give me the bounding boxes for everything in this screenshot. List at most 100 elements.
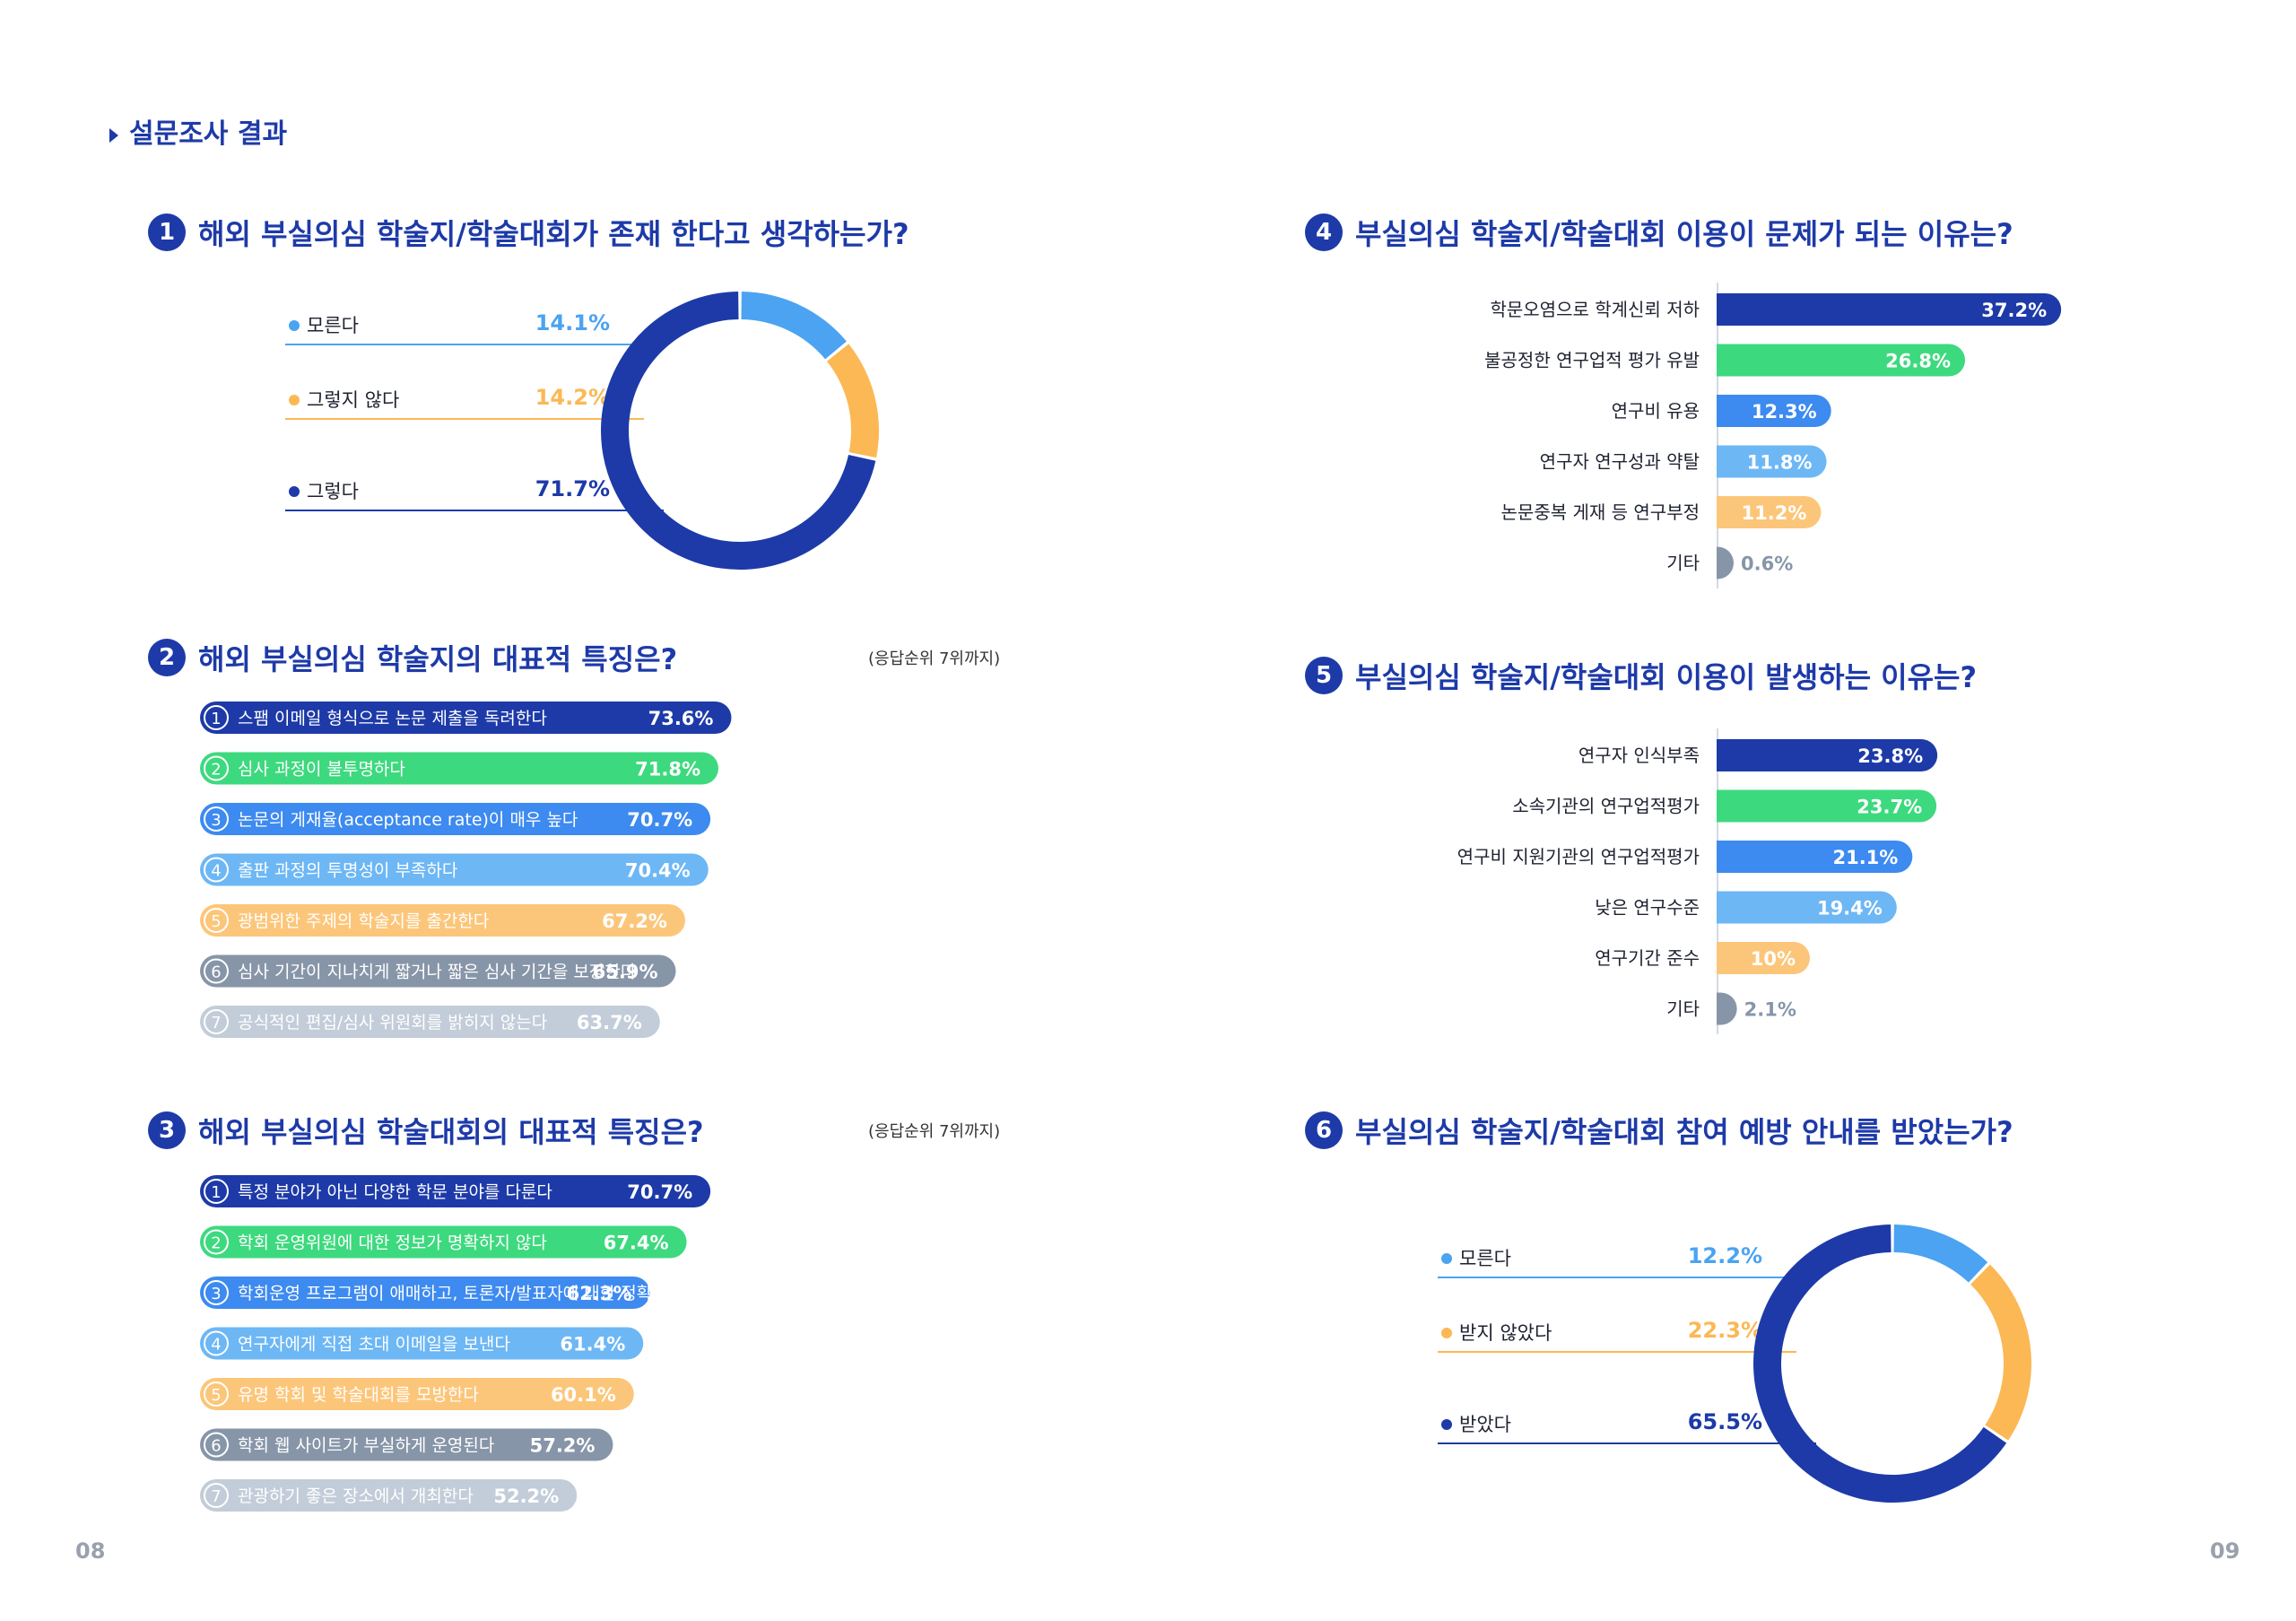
q2-rank-circle-7 [204, 1009, 229, 1034]
q3-rank-circle-1 [204, 1179, 229, 1204]
q1-number-badge: 1 [148, 214, 186, 251]
q4-bar-3 [1701, 395, 1831, 427]
q4-value-label-2: 26.8% [1885, 351, 1951, 372]
q3-rank-circle-6 [204, 1432, 229, 1458]
q5-value-label-5: 10% [1751, 948, 1796, 970]
q4-category-label-1: 학문오염으로 학계신뢰 저하 [1490, 299, 1700, 320]
q2-bar-7 [200, 1006, 660, 1038]
q3-rank-number-7: 7 [211, 1487, 221, 1506]
q3-category-label-5: 유명 학회 및 학술대회를 모방한다 [238, 1385, 479, 1405]
q4-value-label-4: 11.8% [1747, 452, 1813, 474]
q5-bar-1 [1701, 739, 1938, 771]
q1-donut-chart: 모른다 14.1% 그렇지 않다 14.2% 그렇다 71.7% [285, 292, 879, 570]
q5-category-label-2: 소속기관의 연구업적평가 [1512, 796, 1700, 817]
q2-rank-circle-6 [204, 958, 229, 984]
q4-bar-mask-1 [1700, 293, 1717, 326]
q5-category-label-5: 연구기간 준수 [1595, 947, 1700, 969]
q6-value-label-3: 65.5% [1688, 1409, 1762, 1434]
q3-rank-number-5: 5 [211, 1386, 221, 1405]
q5-bar-4 [1701, 891, 1897, 924]
q2-bar-chart: 1 스팸 이메일 형식으로 논문 제출을 독려한다 73.6% 2 심사 과정이 불투명… [200, 702, 732, 1038]
page-number-left: 08 [75, 1538, 106, 1564]
q4-bar-1 [1701, 293, 2062, 326]
q6-slice-2 [1970, 1264, 2031, 1441]
q2-category-label-5: 광범위한 주제의 학술지를 출간한다 [238, 911, 489, 931]
q1-legend-label-1: 모른다 [307, 315, 359, 336]
q5-bar-mask-5 [1700, 942, 1717, 974]
q4-value-label-6: 0.6% [1741, 553, 1793, 575]
q4-bar-mask-2 [1700, 344, 1717, 377]
q6-legend-dot-1 [1441, 1253, 1452, 1264]
q2-title: 2 해외 부실의심 학술지의 대표적 특징은? [148, 637, 677, 678]
q2-value-label-5: 67.2% [602, 911, 667, 932]
q5-value-label-4: 19.4% [1817, 898, 1883, 919]
q3-category-label-2: 학회 운영위원에 대한 정보가 명확하지 않다 [238, 1233, 547, 1253]
q3-rank-circle-7 [204, 1483, 229, 1508]
q3-category-label-4: 연구자에게 직접 초대 이메일을 보낸다 [238, 1335, 510, 1355]
q2-category-label-3: 논문의 게재율(acceptance rate)이 매우 높다 [238, 810, 578, 830]
q2-bar-4 [200, 853, 709, 886]
q3-rank-number-6: 6 [211, 1437, 221, 1456]
q2-value-label-3: 70.7% [627, 809, 692, 831]
q3-rank-circle-3 [204, 1280, 229, 1305]
q3-rank-number-1: 1 [211, 1183, 221, 1202]
q2-rank-number-3: 3 [211, 811, 221, 830]
q3-rank-circle-5 [204, 1381, 229, 1407]
q6-number-badge: 6 [1305, 1111, 1343, 1149]
section-title: 설문조사 결과 [109, 111, 287, 151]
q3-category-label-1: 특정 분야가 아닌 다양한 학문 분야를 다룬다 [238, 1182, 552, 1202]
q4-bar-chart: 학문오염으로 학계신뢰 저하 37.2% 불공정한 연구업적 평가 유발 26.8% 연… [1484, 283, 2062, 588]
q4-bar-mask-6 [1700, 546, 1717, 580]
q6-legend-label-3: 받았다 [1459, 1414, 1511, 1435]
q2-category-label-7: 공식적인 편집/심사 위원회를 밝히지 않는다 [238, 1013, 547, 1033]
q3-rank-circle-2 [204, 1229, 229, 1255]
q5-bar-5 [1701, 942, 1810, 974]
q5-value-label-1: 23.8% [1857, 745, 1923, 767]
q2-value-label-6: 65.9% [593, 962, 658, 983]
q2-category-label-4: 출판 과정의 투명성이 부족하다 [238, 861, 457, 881]
q2-value-label-4: 70.4% [625, 860, 691, 882]
q3-value-label-4: 61.4% [560, 1334, 625, 1355]
q4-bar-mask-5 [1700, 496, 1717, 528]
q3-value-label-5: 60.1% [551, 1384, 616, 1406]
q4-bar-mask-3 [1700, 395, 1717, 427]
q5-value-label-6: 2.1% [1744, 999, 1796, 1021]
q1-legend-dot-3 [289, 486, 300, 497]
q2-number-badge: 2 [148, 639, 186, 676]
q3-value-label-1: 70.7% [627, 1181, 692, 1203]
q4-bar-5 [1701, 496, 1822, 528]
q6-legend-dot-2 [1441, 1328, 1452, 1338]
q3-category-label-7: 관광하기 좋은 장소에서 개최한다 [238, 1486, 474, 1506]
q2-category-label-1: 스팸 이메일 형식으로 논문 제출을 독려한다 [238, 709, 547, 728]
q2-rank-circle-3 [204, 806, 229, 832]
q4-value-label-3: 12.3% [1752, 401, 1817, 423]
q2-bar-5 [200, 904, 685, 937]
q2-bar-1 [200, 702, 732, 734]
q3-value-label-7: 52.2% [493, 1486, 559, 1507]
q2-value-label-7: 63.7% [577, 1012, 642, 1033]
q2-rank-number-7: 7 [211, 1014, 221, 1033]
q5-bar-mask-6 [1700, 992, 1717, 1025]
q4-bar-mask-4 [1700, 445, 1717, 478]
q3-bar-6 [200, 1428, 613, 1461]
q2-rank-circle-1 [204, 705, 229, 730]
q4-category-label-4: 연구자 연구성과 약탈 [1540, 451, 1700, 473]
q2-category-label-6: 심사 기간이 지나치게 짧거나 짧은 심사 기간을 보장한다 [238, 963, 636, 982]
q6-legend-dot-3 [1441, 1419, 1452, 1430]
q5-bar-mask-3 [1700, 841, 1717, 873]
q3-category-label-3: 학회운영 프로그램이 애매하고, 토론자/발표자에 대한 정확한 정보가 없다 [238, 1284, 757, 1303]
q6-legend-label-2: 받지 않았다 [1459, 1322, 1552, 1344]
q3-title: 3 해외 부실의심 학술대회의 대표적 특징은? [148, 1110, 704, 1151]
q5-value-label-2: 23.7% [1857, 797, 1922, 818]
q1-legend-label-3: 그렇다 [307, 481, 359, 502]
q3-value-label-3: 62.3% [567, 1283, 632, 1304]
q4-category-label-3: 연구비 유용 [1612, 400, 1700, 422]
q2-rank-circle-5 [204, 908, 229, 933]
q2-bar-6 [200, 954, 676, 988]
q2-rank-circle-2 [204, 755, 229, 781]
q2-value-label-1: 73.6% [648, 708, 714, 729]
q3-rank-number-3: 3 [211, 1285, 221, 1303]
q6-donut-chart: 모른다 12.2% 받지 않았다 22.3% 받았다 65.5% [1438, 1224, 2031, 1503]
q2-rank-number-4: 4 [211, 862, 221, 881]
q1-legend-label-2: 그렇지 않다 [307, 389, 399, 411]
